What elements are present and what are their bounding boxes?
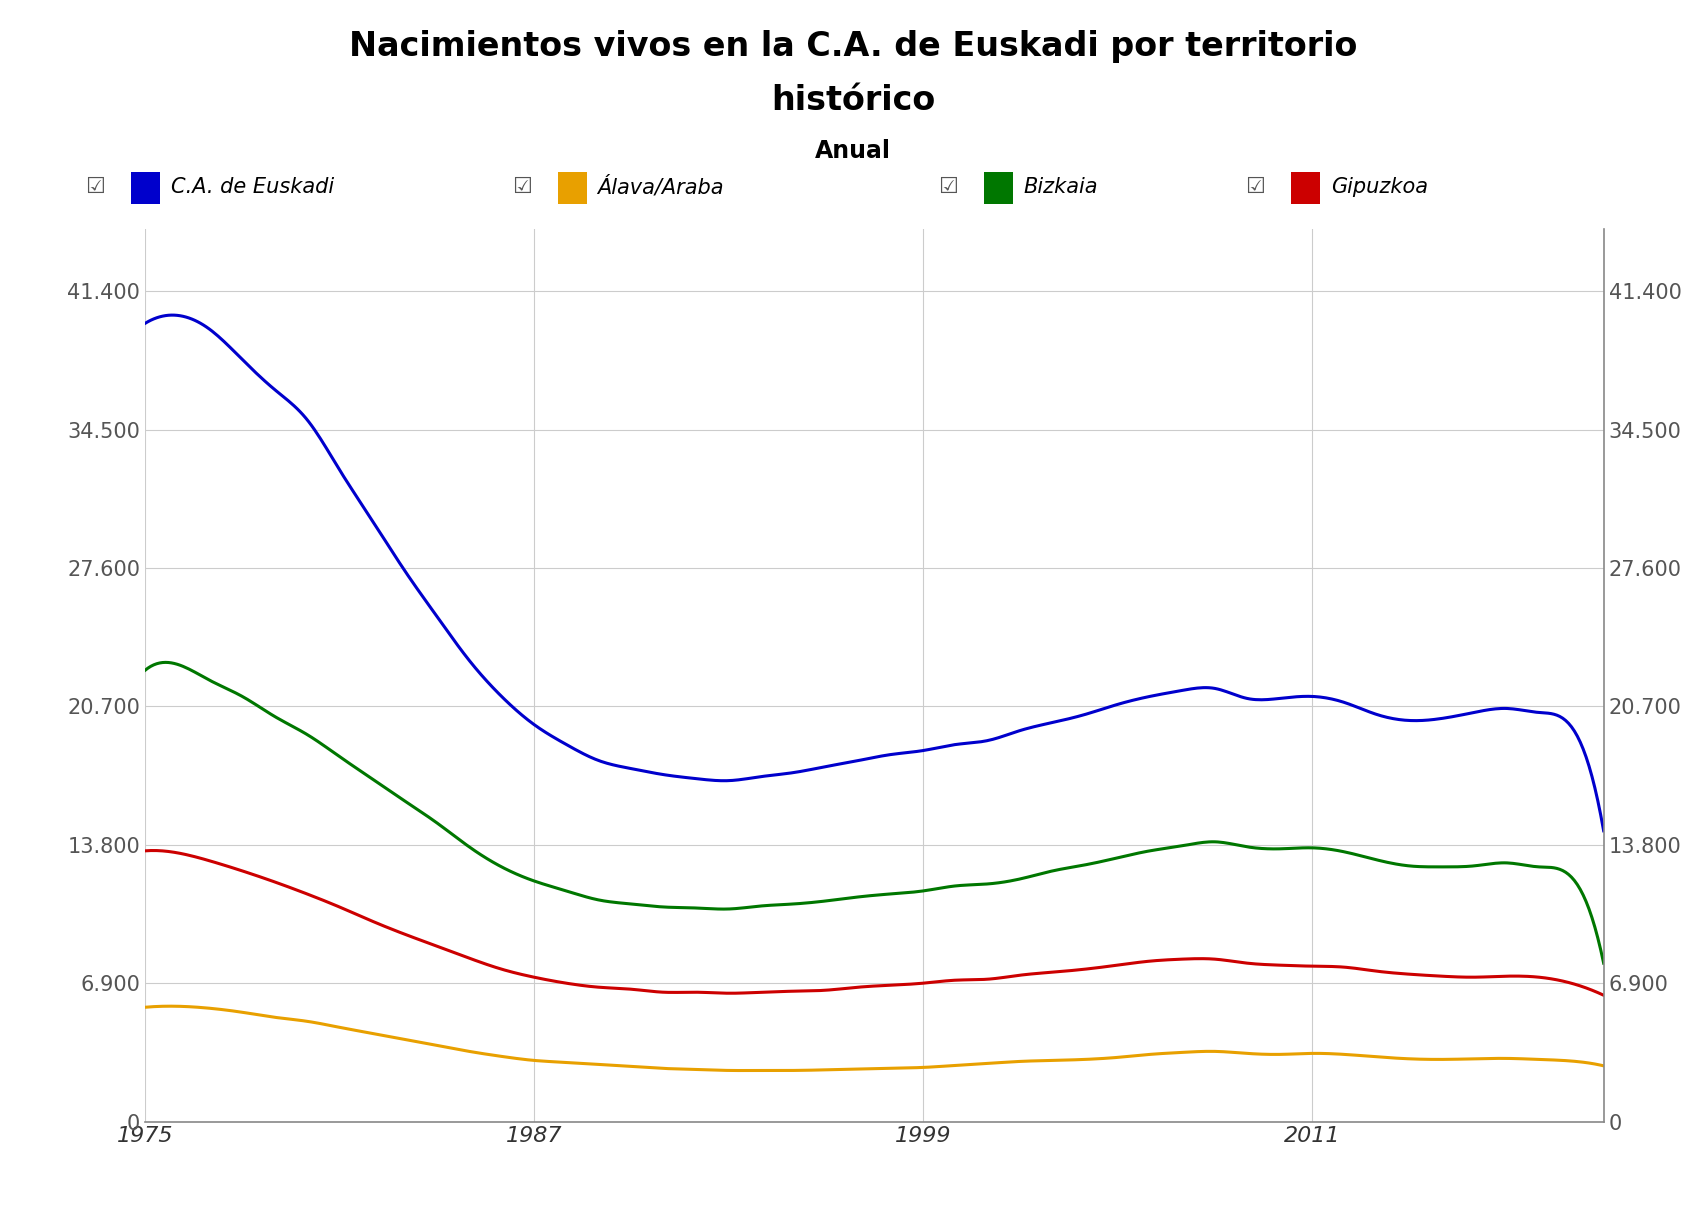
Text: Bizkaia: Bizkaia: [1023, 177, 1098, 197]
Text: ☑: ☑: [1245, 177, 1265, 197]
Text: histórico: histórico: [771, 84, 934, 117]
Text: ☑: ☑: [85, 177, 106, 197]
Text: ☑: ☑: [938, 177, 958, 197]
Text: Gipuzkoa: Gipuzkoa: [1330, 177, 1427, 197]
Text: Nacimientos vivos en la C.A. de Euskadi por territorio: Nacimientos vivos en la C.A. de Euskadi …: [348, 30, 1357, 63]
Text: Álava/Araba: Álava/Araba: [597, 176, 723, 198]
Text: ☑: ☑: [512, 177, 532, 197]
Text: C.A. de Euskadi: C.A. de Euskadi: [170, 177, 334, 197]
Text: Anual: Anual: [815, 139, 890, 163]
